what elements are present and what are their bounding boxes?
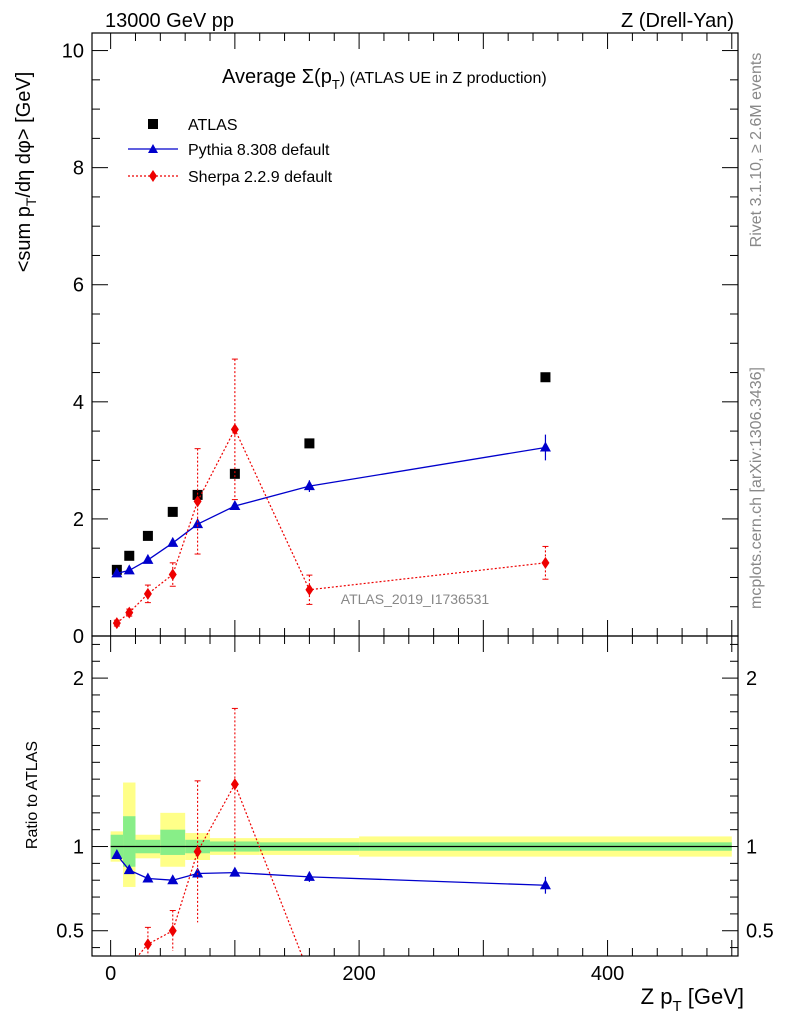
main-panel: 0 2 4 6 8 10 Average Σ(pT) (ATLAS UE in Z pro… <box>13 32 739 648</box>
legend: ATLAS Pythia 8.308 default Sherpa 2.2.9 … <box>128 117 333 186</box>
ratio-panel-frame <box>91 635 739 957</box>
legend-entry-atlas: ATLAS <box>148 117 238 134</box>
pythia-point <box>123 564 135 575</box>
y-tick-label: 8 <box>73 158 84 180</box>
x-tick-label: 0 <box>105 963 116 985</box>
main-panel-ticks: 0 2 4 6 8 10 <box>62 33 738 648</box>
ratio-band-inner <box>160 829 186 855</box>
ratio-pythia-point <box>539 879 551 890</box>
ratio-sherpa-point <box>168 924 177 937</box>
ratio-pythia-point <box>229 866 241 877</box>
y-tick-label: 2 <box>73 509 84 531</box>
ratio-sherpa-line <box>137 782 303 956</box>
atlas-point <box>304 438 315 449</box>
pythia-line <box>116 446 546 574</box>
ratio-pythia-point <box>123 864 135 875</box>
ratio-sherpa-point <box>193 845 202 858</box>
chart-title: Average Σ(pT) (ATLAS UE in Z production) <box>222 66 547 92</box>
ratio-sherpa-point <box>230 778 239 791</box>
atlas-point <box>229 468 240 479</box>
atlas-point <box>192 489 203 500</box>
sherpa-point <box>230 423 239 436</box>
x-tick-label: 200 <box>342 963 375 985</box>
ratio-y-tick-label: 0.5 <box>56 921 84 943</box>
sherpa-point <box>193 495 202 508</box>
ratio-sherpa-point <box>143 938 152 951</box>
y-tick-label: 6 <box>73 275 84 297</box>
ratio-panel-marks <box>111 707 551 981</box>
y-tick-label: 0 <box>73 626 84 648</box>
sherpa-point <box>125 606 134 619</box>
pythia-point <box>192 518 204 529</box>
ratio-uncertainty-bands <box>110 782 732 887</box>
legend-label-atlas: ATLAS <box>188 117 238 134</box>
legend-marker-sherpa <box>149 170 157 182</box>
y-tick-label: 4 <box>73 392 84 414</box>
ratio-panel-ticks: 0 200 400 0.5 0.5 1 1 2 2 <box>56 636 774 985</box>
sherpa-point <box>541 556 550 569</box>
legend-marker-pythia <box>148 144 158 153</box>
header-process: 13000 GeV pp <box>105 10 234 32</box>
pythia-point <box>111 567 123 578</box>
mcplots-label: mcplots.cern.ch [arXiv:1306.3436] <box>748 367 765 609</box>
legend-marker-atlas <box>148 119 158 129</box>
rivet-label: Rivet 3.1.10, ≥ 2.6M events <box>748 53 765 248</box>
ratio-y-tick-label-right: 2 <box>746 668 757 690</box>
ratio-pythia-point <box>142 872 154 883</box>
ratio-y-tick-label: 1 <box>73 837 84 859</box>
sherpa-point <box>112 617 121 630</box>
pythia-point <box>303 480 315 491</box>
ratio-pythia-point <box>167 874 179 885</box>
legend-entry-sherpa: Sherpa 2.2.9 default <box>128 169 333 186</box>
ratio-y-tick-label-right: 1 <box>746 837 757 859</box>
pythia-point <box>229 500 241 511</box>
atlas-point <box>142 530 153 541</box>
legend-entry-pythia: Pythia 8.308 default <box>128 142 330 159</box>
sherpa-point <box>305 583 314 596</box>
sherpa-point <box>143 587 152 600</box>
y-axis-label: <sum pT/dη dφ> [GeV] <box>13 72 39 273</box>
sherpa-line <box>116 427 546 624</box>
sherpa-point <box>168 568 177 581</box>
x-tick-label: 400 <box>591 963 624 985</box>
ratio-sherpa-point <box>305 969 313 981</box>
main-panel-marks <box>111 358 551 630</box>
pythia-point <box>142 553 154 564</box>
ratio-panel: 0 200 400 0.5 0.5 1 1 2 2 Ratio to ATLAS Z pT [G… <box>24 635 774 1015</box>
ratio-sherpa-point <box>125 960 133 972</box>
pythia-point <box>167 536 179 547</box>
atlas-point <box>167 506 178 517</box>
ratio-pythia-point <box>111 848 123 859</box>
legend-label-pythia: Pythia 8.308 default <box>188 142 330 159</box>
x-axis-label: Z pT [GeV] <box>641 984 744 1015</box>
ratio-y-axis-label: Ratio to ATLAS <box>24 741 41 849</box>
pythia-point <box>539 441 551 452</box>
ratio-band-inner <box>123 816 136 867</box>
legend-label-sherpa: Sherpa 2.2.9 default <box>188 169 333 186</box>
atlas-point <box>124 550 135 561</box>
ratio-y-tick-label-right: 0.5 <box>746 921 774 943</box>
y-tick-label: 10 <box>62 41 84 63</box>
ratio-pythia-point <box>303 870 315 881</box>
analysis-watermark: ATLAS_2019_I1736531 <box>341 591 490 607</box>
atlas-point <box>540 372 551 383</box>
ratio-y-tick-label: 2 <box>73 668 84 690</box>
ratio-pythia-point <box>192 867 204 878</box>
ratio-sherpa-point <box>541 962 549 974</box>
header-channel: Z (Drell-Yan) <box>621 10 734 32</box>
